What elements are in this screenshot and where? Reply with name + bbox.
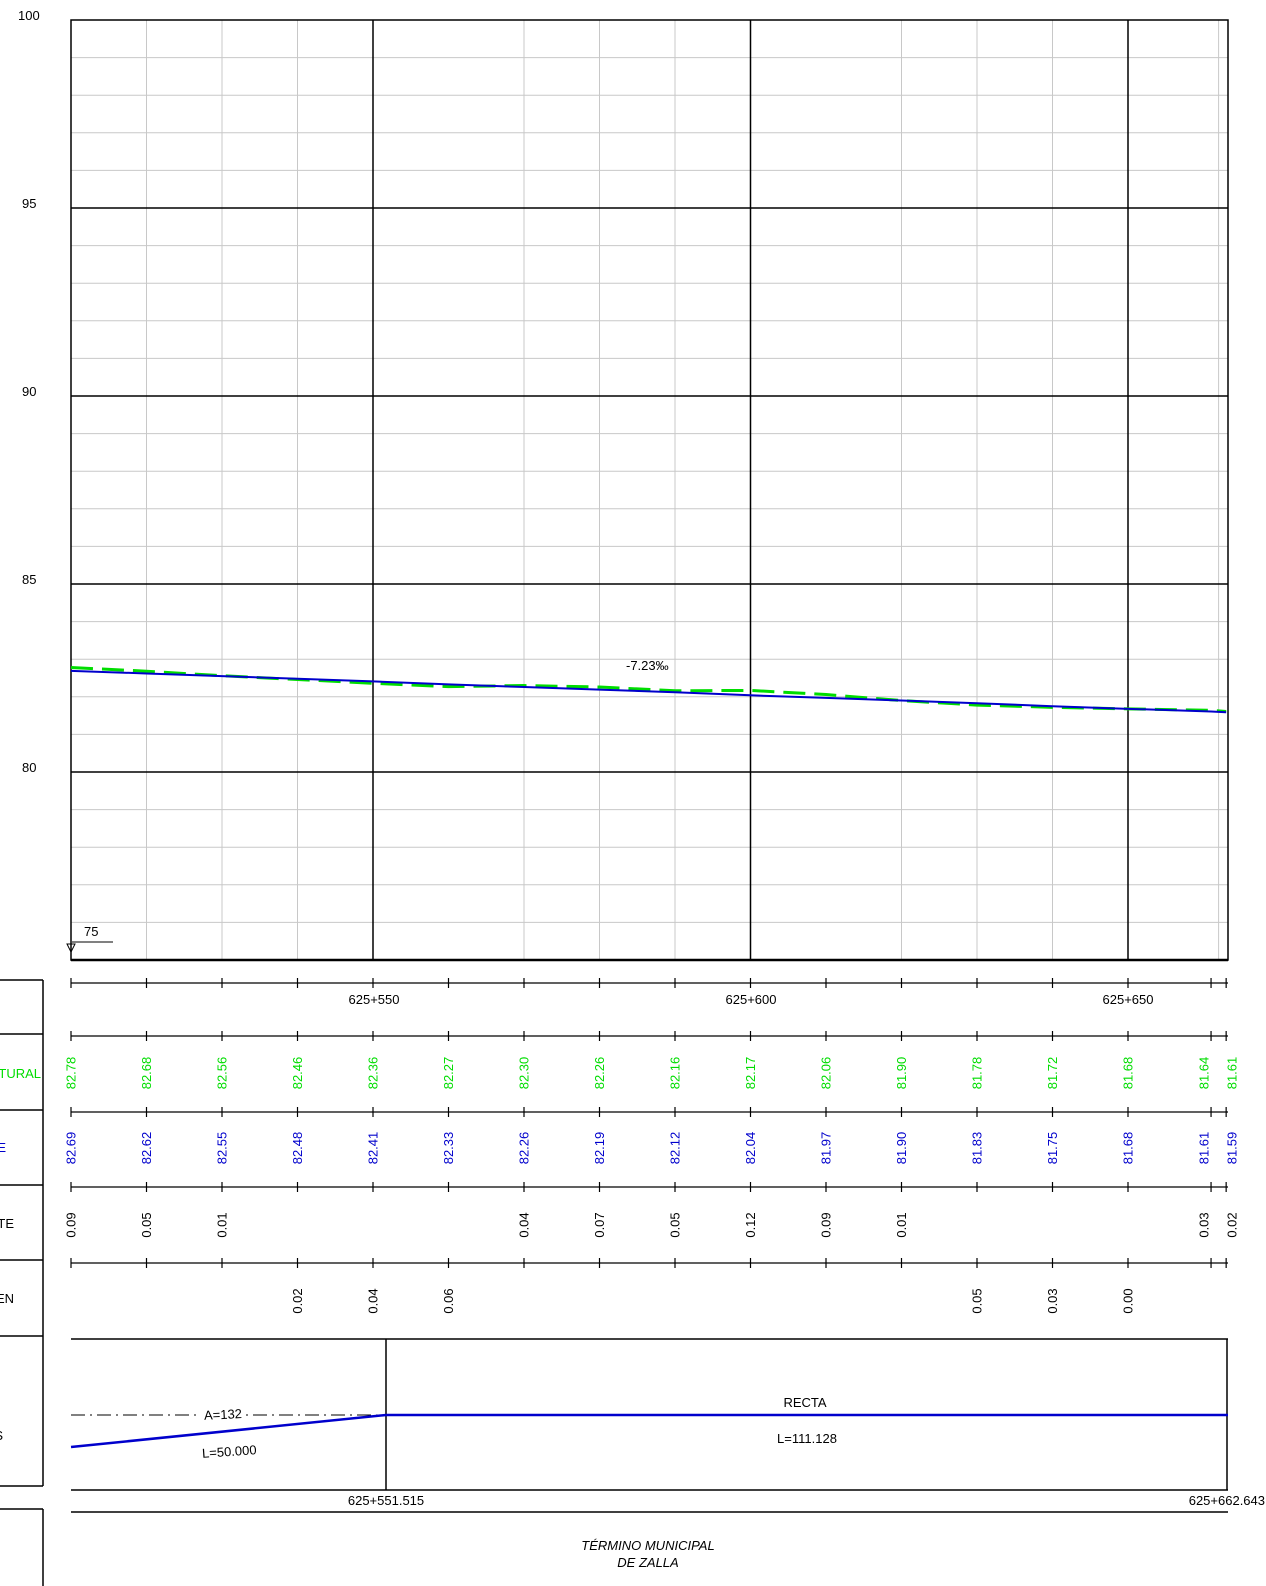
spiral-curvature-line xyxy=(70,1413,387,1449)
cut-depth-value: 0.09 xyxy=(64,1212,79,1237)
elevation-label-90: 90 xyxy=(22,384,36,399)
elevation-label-100: 100 xyxy=(18,8,40,23)
terrain-elevation-value: 81.64 xyxy=(1197,1057,1212,1090)
terrain-elevation-value: 81.72 xyxy=(1045,1057,1060,1090)
elevation-label-80: 80 xyxy=(22,760,36,775)
cut-depth-value: 0.09 xyxy=(819,1212,834,1237)
terrain-elevation-value: 82.56 xyxy=(215,1057,230,1090)
spiral-parameter-label: A=132 xyxy=(204,1406,243,1423)
desmonte-row-label: TE xyxy=(0,1216,14,1231)
rasante-row-label: E xyxy=(0,1140,6,1155)
terrain-elevation-value: 82.16 xyxy=(668,1057,683,1090)
terrain-elevation-value: 81.61 xyxy=(1225,1057,1240,1090)
spiral-length-label: L=50.000 xyxy=(202,1442,258,1461)
cut-depth-value: 0.04 xyxy=(517,1212,532,1237)
chainage-ruler xyxy=(70,978,1228,1268)
grade-percentage-label: -7.23‰ xyxy=(626,658,669,673)
chainage-label-600: 625+600 xyxy=(726,992,777,1007)
terrain-elevation-value: 82.68 xyxy=(139,1057,154,1090)
terrain-elevation-value: 82.46 xyxy=(290,1057,305,1090)
terrain-elevation-value: 82.27 xyxy=(441,1057,456,1090)
alineaciones-row-label: S xyxy=(0,1428,3,1443)
end-chainage-label: 625+662.643 xyxy=(1189,1493,1265,1508)
grade-elevation-value: 82.69 xyxy=(64,1132,79,1165)
cut-depth-value: 0.03 xyxy=(1197,1212,1212,1237)
grade-elevation-value: 82.26 xyxy=(517,1132,532,1165)
straight-length-label: L=111.128 xyxy=(777,1431,837,1446)
fill-height-value: 0.00 xyxy=(1121,1288,1136,1313)
grade-elevation-value: 81.61 xyxy=(1197,1132,1212,1165)
cut-depth-value: 0.01 xyxy=(894,1212,909,1237)
cut-depth-value: 0.07 xyxy=(592,1212,607,1237)
grade-elevation-value: 81.68 xyxy=(1121,1132,1136,1165)
cut-depth-value: 0.05 xyxy=(668,1212,683,1237)
terrain-elevation-value: 81.78 xyxy=(970,1057,985,1090)
grade-elevation-value: 81.59 xyxy=(1225,1132,1240,1165)
cut-depth-value: 0.12 xyxy=(743,1212,758,1237)
grade-elevation-value: 82.33 xyxy=(441,1132,456,1165)
grade-elevation-value: 81.90 xyxy=(894,1132,909,1165)
grade-elevation-value: 81.83 xyxy=(970,1132,985,1165)
grade-line xyxy=(70,669,1227,714)
alignment-chainage-strip: 625+551.515 625+662.643 xyxy=(71,1493,1265,1513)
grade-elevation-value: 82.04 xyxy=(743,1132,758,1165)
datum-label: 75 xyxy=(84,924,98,939)
elevation-axis: 100 95 90 85 80 xyxy=(18,8,40,775)
terreno-row-label: TURAL xyxy=(0,1066,41,1081)
grade-elevation-value: 82.62 xyxy=(139,1132,154,1165)
straight-label: RECTA xyxy=(783,1395,826,1410)
grade-elevation-value: 81.75 xyxy=(1045,1132,1060,1165)
start-chainage-label: 625+551.515 xyxy=(348,1493,424,1508)
datum-triangle-icon xyxy=(66,943,76,954)
chainage-label-650: 625+650 xyxy=(1103,992,1154,1007)
fill-height-value: 0.03 xyxy=(1045,1288,1060,1313)
fill-height-row: 0.02 0.04 0.06 0.05 0.03 0.00 xyxy=(290,1288,1136,1313)
fill-height-value: 0.04 xyxy=(366,1288,381,1313)
municipality-line-2: DE ZALLA xyxy=(617,1555,678,1570)
terrain-elevation-value: 82.17 xyxy=(743,1057,758,1090)
row-label-column xyxy=(0,979,44,1586)
terrain-elevation-value: 82.78 xyxy=(64,1057,79,1090)
elevation-label-95: 95 xyxy=(22,196,36,211)
grade-elevation-value: 82.48 xyxy=(290,1132,305,1165)
fill-height-value: 0.06 xyxy=(441,1288,456,1313)
datum-marker: 75 xyxy=(66,924,113,954)
cut-depth-value: 0.02 xyxy=(1225,1212,1240,1237)
terrain-elevation-value: 82.06 xyxy=(819,1057,834,1090)
cut-depth-value: 0.05 xyxy=(139,1212,154,1237)
alignment-band: A=132 L=50.000 RECTA L=111.128 xyxy=(70,1338,1228,1491)
terraplen-row-label: EN xyxy=(0,1291,14,1306)
terrain-elevation-value: 82.36 xyxy=(366,1057,381,1090)
fill-height-value: 0.05 xyxy=(970,1288,985,1313)
grade-elevation-row: 82.69 82.62 82.55 82.48 82.41 82.33 82.26 82.19… xyxy=(64,1132,1240,1165)
elevation-label-85: 85 xyxy=(22,572,36,587)
fill-height-value: 0.02 xyxy=(290,1288,305,1313)
grade-elevation-value: 82.12 xyxy=(668,1132,683,1165)
grade-elevation-value: 82.19 xyxy=(592,1132,607,1165)
terrain-elevation-value: 82.30 xyxy=(517,1057,532,1090)
cut-depth-row: 0.09 0.05 0.01 0.04 0.07 0.05 0.12 0.09 0.01 0.03… xyxy=(64,1212,1240,1237)
terrain-elevation-value: 81.90 xyxy=(894,1057,909,1090)
grade-elevation-value: 81.97 xyxy=(819,1132,834,1165)
profile-grid xyxy=(70,19,1229,962)
profile-frame xyxy=(70,19,1229,961)
cut-depth-value: 0.01 xyxy=(215,1212,230,1237)
terrain-elevation-value: 81.68 xyxy=(1121,1057,1136,1090)
chainage-label-550: 625+550 xyxy=(349,992,400,1007)
terrain-elevation-row: 82.78 82.68 82.56 82.46 82.36 82.27 82.30 82.26… xyxy=(64,1057,1240,1090)
municipality-line-1: TÉRMINO MUNICIPAL xyxy=(581,1538,714,1553)
grade-elevation-value: 82.55 xyxy=(215,1132,230,1165)
grade-elevation-value: 82.41 xyxy=(366,1132,381,1165)
terrain-elevation-value: 82.26 xyxy=(592,1057,607,1090)
